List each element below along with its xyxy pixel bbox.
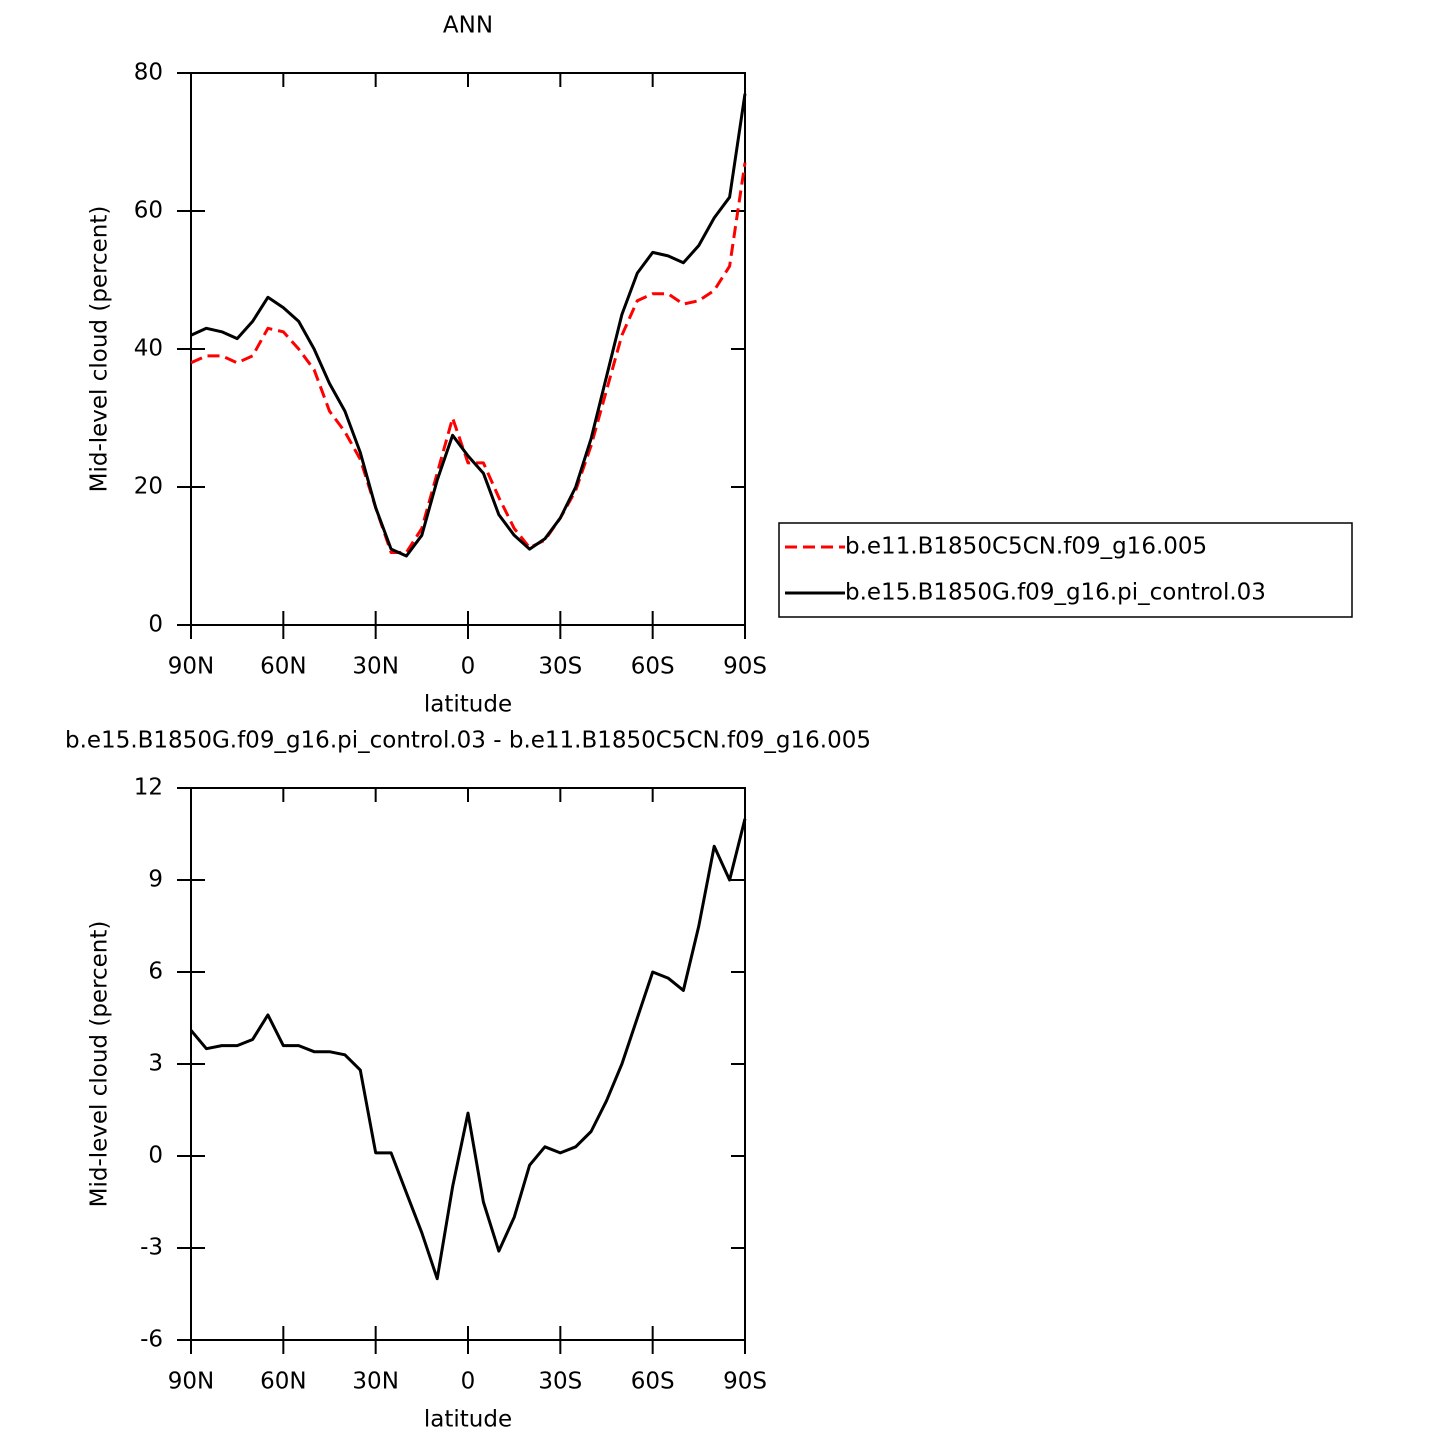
- y-tick-label: 0: [148, 1143, 163, 1169]
- x-tick-label: 0: [461, 654, 476, 680]
- data-line: [190, 93, 747, 558]
- plot-frame: [190, 787, 746, 1341]
- y-tick-label: 40: [134, 336, 163, 362]
- x-tick-label: 90S: [723, 1369, 767, 1395]
- y-tick-label: 3: [148, 1051, 163, 1077]
- x-tick-label: 0: [461, 1369, 476, 1395]
- x-tick-label: 30S: [538, 654, 582, 680]
- y-tick-label: 9: [148, 867, 163, 893]
- y-tick-label: -3: [140, 1235, 163, 1261]
- y-tick-label: 20: [134, 474, 163, 500]
- data-line: [189, 818, 747, 1281]
- x-tick-label: 60N: [260, 654, 306, 680]
- x-tick-label: 30N: [352, 654, 398, 680]
- y-tick-label: 80: [134, 60, 163, 86]
- y-tick-label: 6: [148, 959, 163, 985]
- y-axis-label: Mid-level cloud (percent): [87, 921, 113, 1208]
- x-tick-label: 60S: [631, 1369, 675, 1395]
- x-tick-label: 90N: [168, 654, 214, 680]
- x-tick-label: 30N: [352, 1369, 398, 1395]
- legend-label: b.e11.B1850C5CN.f09_g16.005: [845, 534, 1207, 560]
- x-axis-label: latitude: [424, 692, 512, 718]
- y-tick-label: 0: [148, 612, 163, 638]
- x-tick-label: 30S: [538, 1369, 582, 1395]
- x-tick-label: 90N: [168, 1369, 214, 1395]
- x-tick-label: 60S: [631, 654, 675, 680]
- y-tick-label: -6: [140, 1327, 163, 1353]
- y-axis-label: Mid-level cloud (percent): [87, 206, 113, 493]
- plot-frame: [190, 72, 746, 626]
- y-tick-label: 12: [134, 775, 163, 801]
- chart-title: ANN: [443, 13, 493, 39]
- legend-box: [778, 522, 1353, 618]
- chart-title: b.e15.B1850G.f09_g16.pi_control.03 - b.e…: [65, 728, 871, 754]
- x-tick-label: 60N: [260, 1369, 306, 1395]
- data-line: [190, 162, 747, 554]
- x-tick-label: 90S: [723, 654, 767, 680]
- x-axis-label: latitude: [424, 1407, 512, 1433]
- y-tick-label: 60: [134, 198, 163, 224]
- legend-label: b.e15.B1850G.f09_g16.pi_control.03: [845, 580, 1266, 606]
